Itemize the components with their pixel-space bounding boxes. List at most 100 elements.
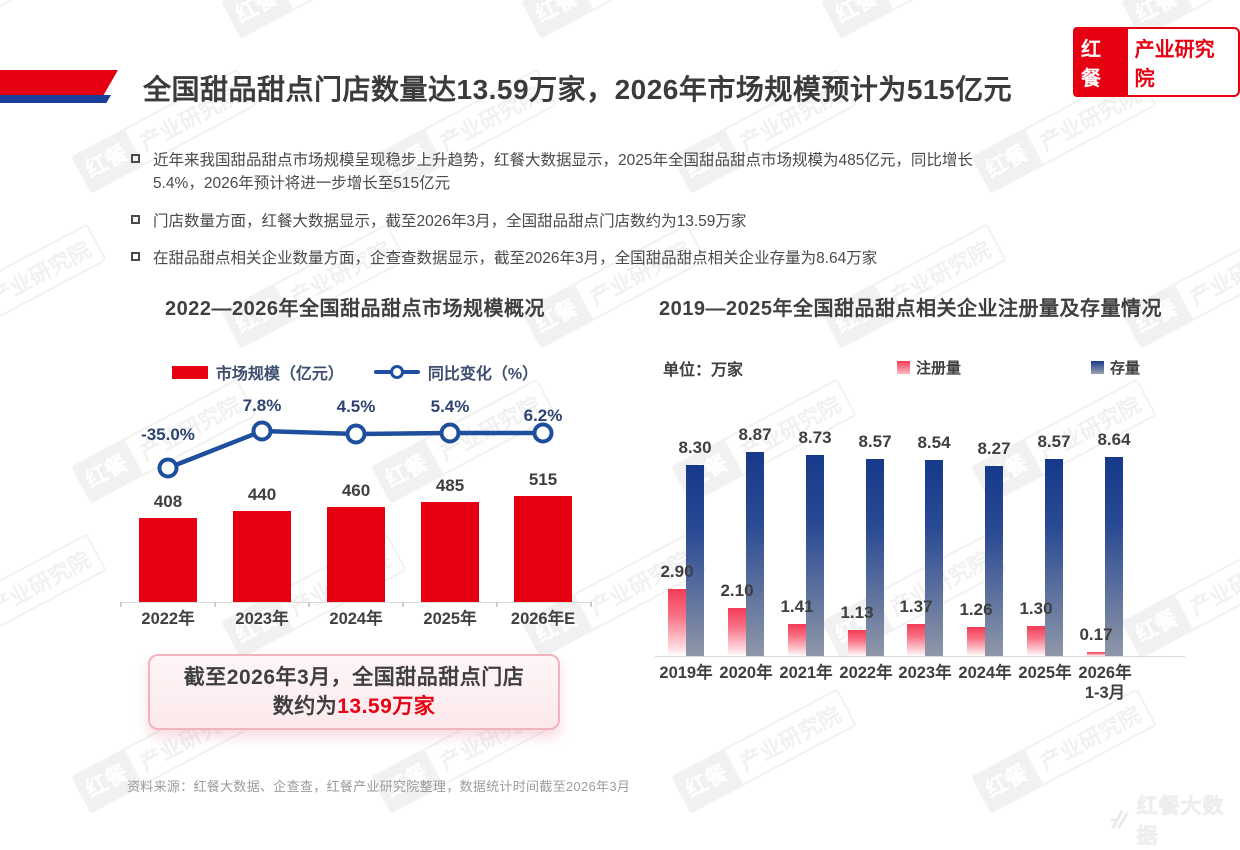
market-scale-bar [514, 496, 572, 602]
line-value-label: -35.0% [141, 425, 195, 444]
stock-bar [746, 452, 764, 656]
line-value-label: 5.4% [430, 397, 470, 416]
enterprise-chart-plot: 2.90 8.30 2019年 2.10 8.87 2020年 1.41 8.73 2021年 1… [655, 420, 1185, 702]
brand-logo-mark: 红餐 [1073, 27, 1128, 97]
stock-value-label: 8.87 [738, 425, 772, 444]
chopsticks-logo-icon [1110, 809, 1129, 830]
store-count-callout: 截至2026年3月，全国甜品甜点门店 数约为13.59万家 [148, 654, 560, 730]
market-scale-bar [327, 507, 385, 602]
x-axis-label: 2022年 [141, 610, 195, 628]
x-axis-label: 2021年 [759, 664, 853, 684]
registrations-value-label: 1.26 [959, 600, 993, 619]
market-scale-chart-plot: 408 2022年 440 2023年 460 2024年 485 2025年 515 2026年… [120, 390, 592, 628]
brand-logo: 红餐 产业研究院 [1073, 27, 1240, 97]
bar-value-label: 485 [435, 476, 465, 495]
legend-label: 存量 [1110, 360, 1141, 377]
market-scale-chart-legend: 市场规模（亿元） 同比变化（%） [120, 360, 590, 384]
line-marker [251, 420, 273, 442]
x-axis-label: 2022年 [819, 664, 913, 684]
x-axis-label-line: 2025年 [1018, 664, 1072, 682]
x-axis-label-line: 2019年 [659, 664, 713, 682]
x-axis-label-line: 2021年 [779, 664, 833, 682]
axis-tick [496, 602, 498, 607]
registrations-bar [1027, 626, 1045, 656]
legend-label: 市场规模（亿元） [215, 366, 344, 383]
bullet-text: 近年来我国甜品甜点市场规模呈现稳步上升趋势，红餐大数据显示，2025年全国甜品甜… [153, 152, 973, 193]
legend-item-stock: 存量 [1091, 357, 1140, 378]
x-axis-label-line: 2026年 [1078, 664, 1132, 682]
axis-tick [308, 602, 310, 607]
line-marker [345, 423, 367, 445]
stock-value-label: 8.54 [917, 433, 951, 452]
legend-item-registrations: 注册量 [897, 357, 961, 378]
brand-watermark-bottom-right: 红餐大数据 [1108, 790, 1240, 850]
yoy-change-line [157, 420, 554, 479]
registrations-value-label: 2.90 [660, 562, 694, 581]
x-axis-label: 2020年 [699, 664, 793, 684]
x-axis-label: 2023年 [878, 664, 972, 684]
stock-value-label: 8.57 [858, 432, 892, 451]
market-scale-bar [233, 511, 291, 602]
brand-logo-text: 产业研究院 [1127, 27, 1240, 97]
stock-bar [1105, 457, 1123, 656]
x-axis-label: 2025年 [998, 664, 1092, 684]
bullet-item: 在甜品甜点相关企业数量方面，企查查数据显示，截至2026年3月，全国甜品甜点相关… [131, 247, 999, 270]
legend-item-yoy-change: 同比变化（%） [373, 360, 539, 384]
x-axis-label-line: 2024年 [958, 664, 1012, 682]
line-value-label: 4.5% [336, 397, 376, 416]
registrations-bar [788, 624, 806, 656]
registrations-bar [728, 608, 746, 656]
stock-bar [686, 465, 704, 656]
registrations-legend-swatch [897, 361, 910, 374]
bullet-item: 门店数量方面，红餐大数据显示，截至2026年3月，全国甜品甜点门店数约为13.5… [131, 210, 999, 233]
axis-tick [402, 602, 404, 607]
x-axis-label: 2026年 1-3月 [1058, 664, 1152, 704]
registrations-bar [668, 589, 686, 656]
registrations-bar [907, 624, 925, 656]
stock-value-label: 8.73 [798, 428, 832, 447]
stock-value-label: 8.57 [1037, 432, 1071, 451]
legend-item-market-scale: 市场规模（亿元） [171, 360, 344, 384]
square-bullet-icon [131, 154, 140, 163]
legend-label: 同比变化（%） [427, 366, 539, 383]
x-axis-label-line: 2020年 [719, 664, 773, 682]
line-marker [439, 422, 461, 444]
x-axis-label-line: 1-3月 [1084, 683, 1126, 702]
x-axis-label-line: 2022年 [839, 664, 893, 682]
market-scale-bar [421, 502, 479, 602]
bar-value-label: 460 [341, 481, 371, 500]
line-marker [532, 422, 554, 444]
summary-bullets: 近年来我国甜品甜点市场规模呈现稳步上升趋势，红餐大数据显示，2025年全国甜品甜… [131, 149, 999, 284]
bullet-text: 在甜品甜点相关企业数量方面，企查查数据显示，截至2026年3月，全国甜品甜点相关… [153, 249, 878, 267]
x-axis-label-line: 2023年 [898, 664, 952, 682]
stock-bar [866, 459, 884, 656]
x-axis-label: 2023年 [235, 610, 289, 628]
page-title: 全国甜品甜点门店数量达13.59万家，2026年市场规模预计为515亿元 [143, 74, 1013, 105]
stock-bar [806, 455, 824, 656]
title-pennant-blue [0, 95, 112, 103]
market-scale-chart-title: 2022—2026年全国甜品甜点市场规模概况 [165, 298, 545, 320]
brand-watermark-text: 红餐大数据 [1136, 795, 1225, 848]
line-value-label: 7.8% [242, 396, 282, 415]
bullet-item: 近年来我国甜品甜点市场规模呈现稳步上升趋势，红餐大数据显示，2025年全国甜品甜… [131, 149, 999, 196]
registrations-bar [1087, 652, 1105, 656]
legend-label: 注册量 [916, 360, 962, 377]
registrations-value-label: 1.37 [899, 597, 933, 616]
square-bullet-icon [131, 251, 140, 261]
stock-value-label: 8.64 [1097, 430, 1131, 449]
stock-bar [1045, 459, 1063, 656]
line-legend-swatch [373, 365, 420, 379]
x-axis-label: 2026年E [510, 610, 576, 628]
x-axis-label: 2025年 [423, 610, 477, 628]
x-axis-line [120, 601, 590, 603]
registrations-value-label: 1.30 [1019, 599, 1053, 618]
bar-legend-swatch [171, 365, 208, 379]
bar-value-label: 515 [528, 470, 558, 489]
registrations-bar [967, 627, 985, 656]
x-axis-label: 2024年 [329, 610, 383, 628]
data-source-note: 资料来源：红餐大数据、企查查，红餐产业研究院整理，数据统计时间截至2026年3月 [127, 779, 631, 794]
unit-label: 单位：万家 [663, 362, 744, 379]
stock-bar [985, 466, 1003, 656]
x-axis-label: 2019年 [639, 664, 733, 684]
callout-highlight: 13.59万家 [337, 695, 436, 718]
